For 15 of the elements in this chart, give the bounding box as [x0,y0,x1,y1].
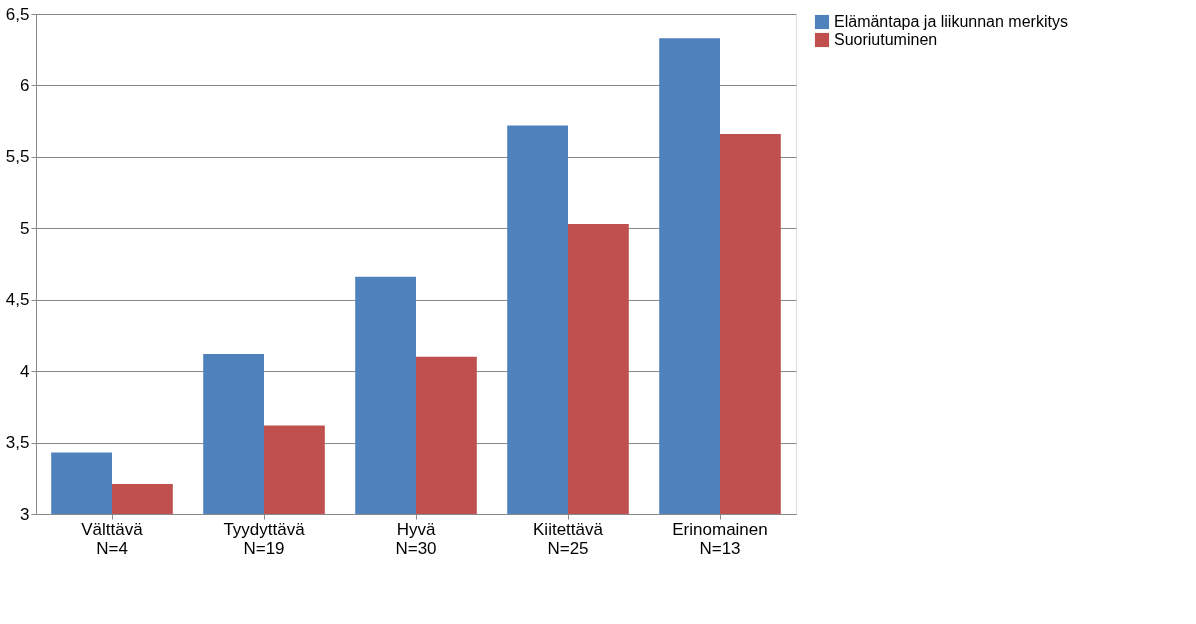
x-tick-label: Erinomainen N=13 [672,519,768,558]
x-tick-label: Tyydyttävä N=19 [223,519,306,558]
y-tick-label: 4 [20,361,30,381]
legend-label: Suoriutuminen [834,31,938,48]
x-tick-label: Kiitettävä N=25 [533,519,604,558]
y-tick-label: 3 [20,504,30,524]
y-tick-label: 6,5 [5,4,30,24]
y-tick-label: 3,5 [5,433,30,453]
y-tick-label: 6 [20,75,30,95]
y-tick-label: 4,5 [5,290,30,310]
y-tick-label: 5,5 [5,147,30,167]
y-tick-label: 5 [20,218,30,238]
x-tick-label: Hyvä N=30 [395,519,437,558]
legend-label: Elämäntapa ja liikunnan merkitys [834,13,1068,30]
x-tick-label: Välttävä N=4 [81,519,144,558]
